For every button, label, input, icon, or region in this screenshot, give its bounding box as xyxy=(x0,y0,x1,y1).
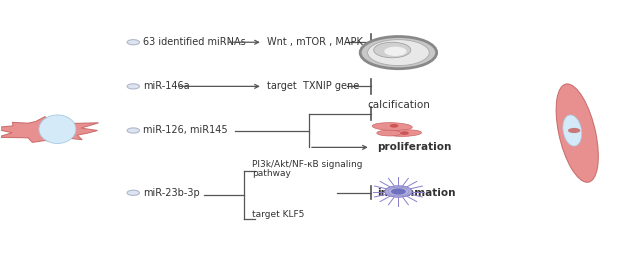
Text: PI3k/Akt/NF-κB signaling: PI3k/Akt/NF-κB signaling xyxy=(252,160,363,169)
Text: target  TXNIP gene: target TXNIP gene xyxy=(267,81,359,91)
Text: miR-146a: miR-146a xyxy=(143,81,190,91)
PathPatch shape xyxy=(0,117,98,142)
Circle shape xyxy=(127,128,140,133)
Text: calcification: calcification xyxy=(367,99,430,110)
Ellipse shape xyxy=(387,130,421,137)
Circle shape xyxy=(368,40,430,66)
Circle shape xyxy=(390,124,399,128)
Circle shape xyxy=(384,47,407,56)
Circle shape xyxy=(391,188,406,195)
Circle shape xyxy=(360,37,437,69)
Text: miR-23b-3p: miR-23b-3p xyxy=(143,188,200,198)
Circle shape xyxy=(385,186,412,197)
Ellipse shape xyxy=(563,115,582,146)
Ellipse shape xyxy=(372,123,412,130)
Circle shape xyxy=(374,42,411,58)
Circle shape xyxy=(568,128,580,133)
Text: miR-126, miR145: miR-126, miR145 xyxy=(143,126,228,135)
Text: proliferation: proliferation xyxy=(377,142,451,152)
Text: inflammation: inflammation xyxy=(377,188,455,198)
Circle shape xyxy=(400,131,409,135)
Text: target KLF5: target KLF5 xyxy=(252,210,305,220)
Circle shape xyxy=(127,84,140,89)
Circle shape xyxy=(127,40,140,45)
Text: Wnt , mTOR , MAPK: Wnt , mTOR , MAPK xyxy=(267,37,363,47)
Text: 63 identified miRNAs: 63 identified miRNAs xyxy=(143,37,246,47)
Ellipse shape xyxy=(556,84,598,182)
Ellipse shape xyxy=(39,115,76,144)
Text: pathway: pathway xyxy=(252,169,291,178)
Ellipse shape xyxy=(377,130,402,136)
Circle shape xyxy=(127,190,140,195)
